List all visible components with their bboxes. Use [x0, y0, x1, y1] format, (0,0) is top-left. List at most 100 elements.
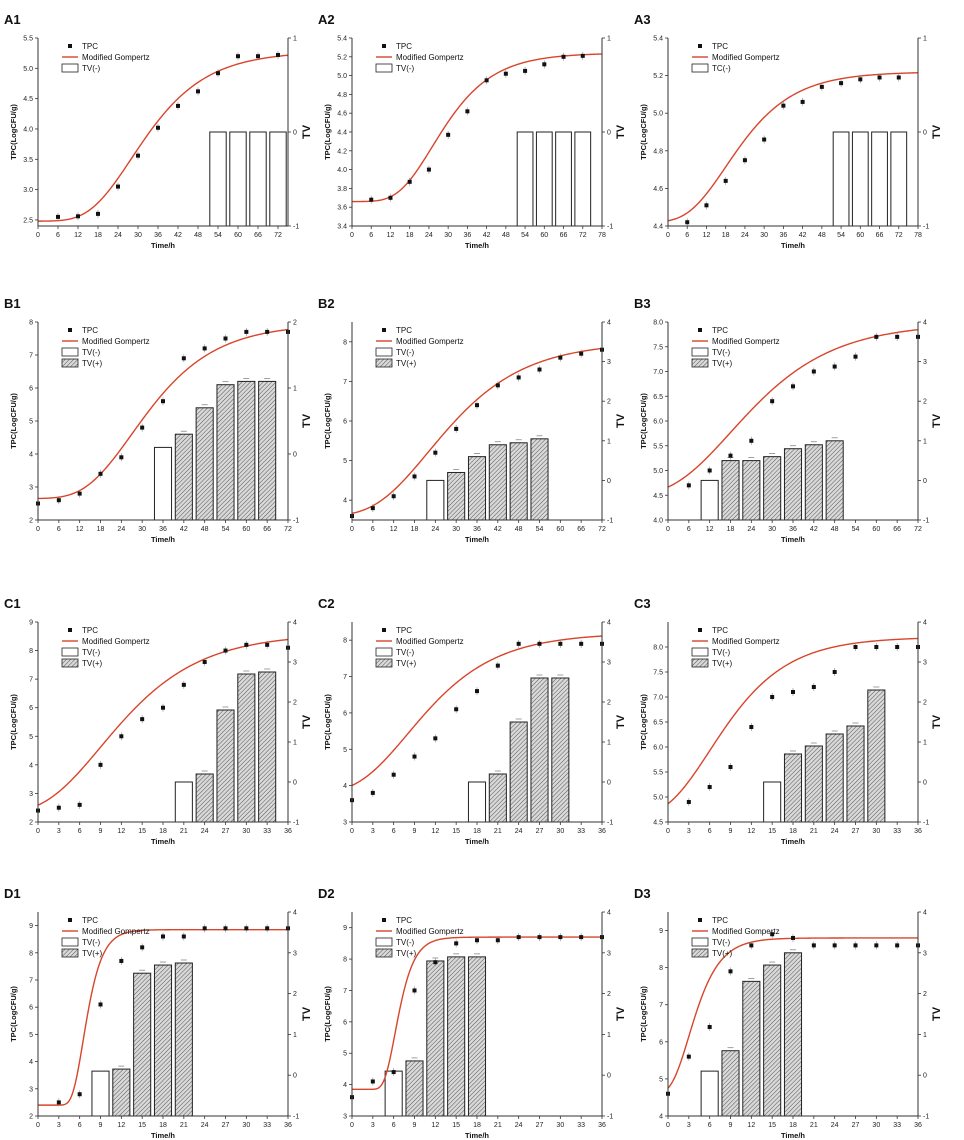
tpc-point	[426, 167, 431, 172]
x-tick-label: 18	[722, 232, 730, 239]
legend-marker-tpc	[68, 328, 72, 332]
x-tick-label: 36	[779, 232, 787, 239]
x-tick-label: 24	[114, 232, 122, 239]
legend-label: TV(+)	[396, 659, 417, 668]
x-tick-label: 36	[598, 828, 606, 835]
tpc-point	[244, 642, 249, 647]
y-tick-label: 4.8	[653, 148, 663, 155]
x-tick-label: 12	[117, 1122, 125, 1129]
y-axis-title: TPC(LogCFU/g)	[9, 986, 18, 1042]
panel-b1: B10 6 12 18 24 30 36 42 48 54 60 66 722345678-1012Ti…	[4, 296, 313, 544]
tpc-point	[223, 336, 228, 341]
y-tick-label: 7	[29, 978, 33, 985]
y2-tick-label: 1	[923, 740, 927, 747]
y-tick-label: 4	[29, 762, 33, 769]
y2-tick-label: 2	[607, 991, 611, 998]
tpc-point	[98, 1002, 103, 1007]
legend-label: TPC	[396, 42, 412, 51]
y2-tick-label: 2	[293, 320, 297, 327]
x-tick-label: 0	[350, 526, 354, 533]
y-tick-label: 7	[343, 379, 347, 386]
y-tick-label: 9	[343, 925, 347, 932]
tpc-point	[561, 54, 566, 59]
x-tick-label: 12	[387, 232, 395, 239]
y2-tick-label: 0	[293, 780, 297, 787]
x-tick-label: 24	[431, 526, 439, 533]
x-tick-label: 0	[666, 232, 670, 239]
tpc-point	[770, 399, 775, 404]
tv-neg-bar	[426, 479, 445, 521]
x-tick-label: 24	[831, 828, 839, 835]
x-tick-label: 0	[350, 1122, 354, 1129]
y-tick-label: 5.5	[23, 36, 33, 43]
tv-neg-bar	[700, 1070, 719, 1117]
legend-label: Modified Gompertz	[396, 637, 464, 646]
y-axis-title: TPC(LogCFU/g)	[639, 986, 648, 1042]
tpc-point	[537, 935, 542, 940]
x-tick-label: 12	[703, 232, 711, 239]
x-tick-label: 60	[872, 526, 880, 533]
x-tick-label: 3	[371, 828, 375, 835]
panel-label: B3	[634, 296, 651, 311]
gompertz-curve	[352, 53, 603, 203]
tpc-point	[874, 334, 879, 339]
y-tick-label: 6	[343, 710, 347, 717]
legend-label: TV(-)	[82, 64, 101, 73]
x-tick-label: 0	[36, 828, 40, 835]
x-tick-label: 12	[747, 1122, 755, 1129]
tpc-point	[265, 642, 270, 647]
tpc-point	[370, 790, 375, 795]
legend-marker-tpc	[68, 44, 72, 48]
x-tick-label: 3	[687, 1122, 691, 1129]
y-tick-label: 5.0	[23, 66, 33, 73]
x-tick-label: 66	[254, 232, 262, 239]
y2-tick-label: 4	[293, 620, 297, 627]
legend-marker-tv-pos	[375, 358, 393, 368]
tpc-point	[56, 498, 61, 503]
x-tick-label: 24	[747, 526, 755, 533]
x-tick-label: 9	[729, 1122, 733, 1129]
x-tick-label: 36	[284, 828, 292, 835]
tpc-point	[811, 943, 816, 948]
x-tick-label: 54	[521, 232, 529, 239]
legend-label: TV(-)	[396, 64, 415, 73]
tv-neg-bar	[832, 131, 850, 227]
panel-a3: A3 0 6 12 18 24 30 36 42 48 54 60 66 72 78 4.4 4.6 4.8 5.0…	[634, 12, 943, 250]
tpc-point	[265, 926, 270, 931]
y-tick-label: 4.6	[653, 186, 663, 193]
y2-tick-label: 1	[293, 386, 297, 393]
y-tick-label: 9	[659, 928, 663, 935]
legend-label: TV(+)	[712, 659, 733, 668]
panel-label: A2	[318, 12, 335, 27]
x-tick-label: 60	[234, 232, 242, 239]
y-tick-label: 5.4	[653, 36, 663, 43]
y2-tick-label: 0	[607, 478, 611, 485]
x-tick-label: 30	[134, 232, 142, 239]
legend-label: Modified Gompertz	[82, 927, 150, 936]
tpc-point	[686, 483, 691, 488]
y2-tick-label: 1	[293, 740, 297, 747]
x-tick-label: 0	[350, 828, 354, 835]
y2-tick-label: 3	[607, 950, 611, 957]
y2-tick-label: 0	[923, 1073, 927, 1080]
panel-label: A3	[634, 12, 651, 27]
tv-pos-bar	[530, 438, 549, 521]
tpc-point	[156, 125, 160, 130]
y2-tick-label: 0	[923, 478, 927, 485]
tv-pos-bar	[258, 671, 277, 823]
legend-marker-tv-neg	[691, 937, 709, 947]
y2-tick-label: 3	[607, 359, 611, 366]
tpc-point	[412, 474, 417, 479]
tpc-point	[77, 491, 82, 496]
legend-label: Modified Gompertz	[396, 53, 464, 62]
y-tick-label: 6.0	[653, 419, 663, 426]
legend-marker-tv-pos	[61, 358, 79, 368]
tpc-point	[895, 334, 900, 339]
y-tick-label: 4.5	[653, 820, 663, 827]
tv-pos-bar	[174, 433, 193, 521]
tpc-point	[176, 103, 180, 108]
x-tick-label: 0	[36, 526, 40, 533]
tpc-point	[832, 943, 837, 948]
x-tick-label: 30	[872, 1122, 880, 1129]
y-axis-title: TPC(LogCFU/g)	[323, 393, 332, 449]
